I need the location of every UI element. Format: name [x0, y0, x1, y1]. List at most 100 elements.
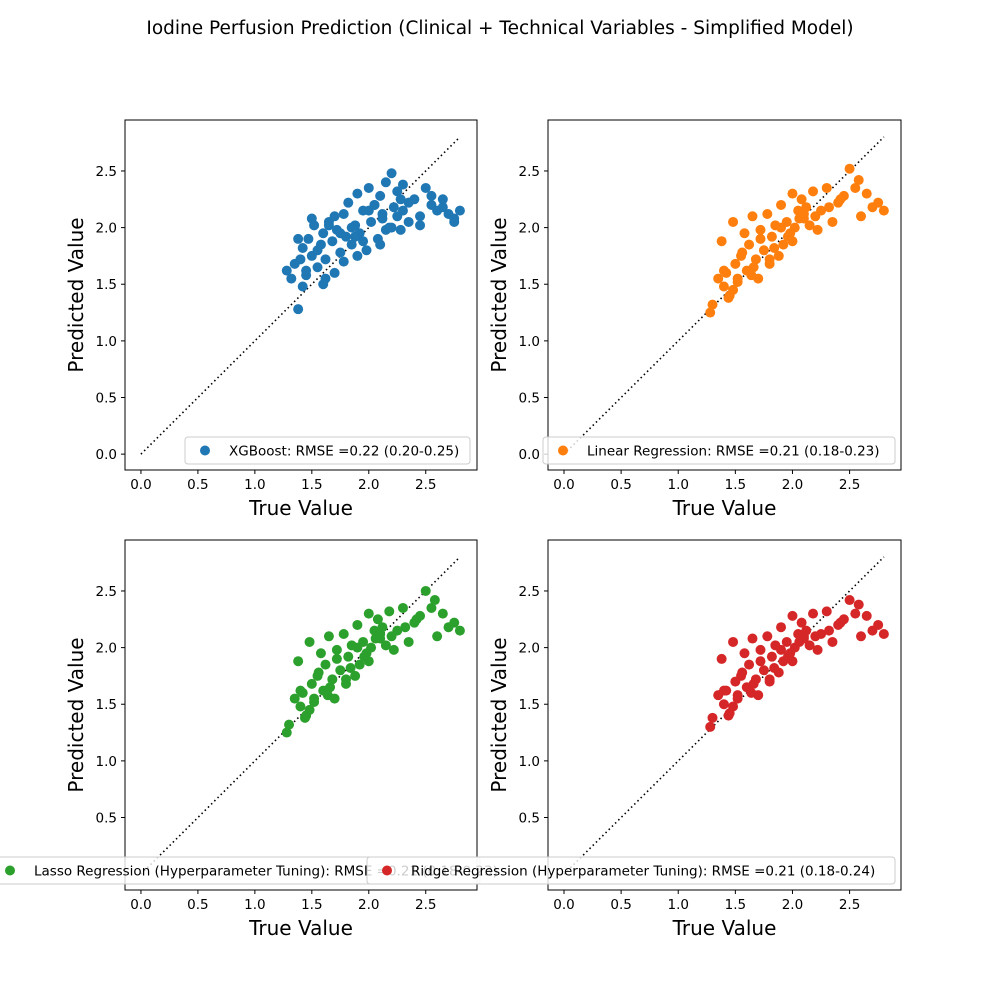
scatter-point [377, 213, 388, 224]
y-tick-label: 0.5 [519, 391, 540, 407]
scatter-point [454, 625, 465, 636]
y-tick-label: 0.5 [519, 811, 540, 827]
y-tick-label: 2.0 [96, 641, 117, 657]
scatter-point [744, 239, 755, 250]
scatter-point [359, 651, 370, 662]
scatter-point [776, 622, 787, 633]
scatter-point [449, 617, 460, 628]
scatter-point [746, 270, 757, 281]
scatter-point [325, 682, 336, 693]
scatter-point [804, 640, 815, 651]
y-tick-label: 1.5 [519, 697, 540, 713]
scatter-point [312, 245, 323, 256]
y-tick-label: 1.0 [96, 754, 117, 770]
y-axis-label: Predicted Value [487, 637, 511, 792]
scatter-point [861, 188, 872, 199]
subplot-1: 0.0 0.5 1.0 1.5 2.0 2.5 0.0 0.5 1.0 1.5 2.0 2.5 True… [64, 119, 478, 520]
scatter-point [728, 216, 739, 227]
scatter-point [331, 653, 342, 664]
scatter-point [827, 216, 838, 227]
scatter-point [352, 619, 363, 630]
scatter-point [358, 236, 369, 247]
subplot-3: 0.0 0.5 1.0 1.5 2.0 2.5 0.5 1.0 1.5 2.0 2.5 True Va… [64, 539, 478, 940]
legend-box [366, 856, 896, 885]
scatter-point [808, 186, 819, 197]
scatter-point [388, 202, 399, 213]
x-tick-label: 0.0 [553, 897, 574, 913]
scatter-point [329, 211, 340, 222]
scatter-point [420, 585, 431, 596]
scatter-point [320, 659, 331, 670]
scatter-point [794, 636, 805, 647]
scatter-point [781, 636, 792, 647]
x-tick-label: 2.0 [358, 897, 379, 913]
scatter-point [375, 190, 386, 201]
subplot-4: 0.0 0.5 1.0 1.5 2.0 2.5 0.5 1.0 1.5 2.0 2.5 True Va… [487, 539, 902, 940]
scatter-point [295, 685, 306, 696]
scatter-point [293, 304, 304, 315]
scatter-point [755, 233, 766, 244]
legend-marker [5, 865, 15, 876]
scatter-point [873, 619, 884, 630]
scatter-point [796, 194, 807, 205]
scatter-point [397, 179, 408, 190]
scatter-point [776, 199, 787, 210]
scatter-point [739, 228, 750, 239]
scatter-point [437, 202, 448, 213]
legend-marker [558, 445, 568, 456]
x-tick-label: 2.0 [782, 897, 803, 913]
x-tick-label: 0.0 [130, 477, 151, 493]
scatter-point [437, 608, 448, 619]
scatter-point [388, 644, 399, 655]
x-tick-label: 2.0 [782, 477, 803, 493]
scatter-point [335, 228, 346, 239]
scatter-point [716, 236, 727, 247]
scatter-point [415, 211, 426, 222]
scatter-point [748, 678, 759, 689]
scatter-point [737, 247, 748, 258]
scatter-point [850, 182, 861, 193]
scatter-point [303, 233, 314, 244]
scatter-point [718, 265, 729, 276]
scatter-point [301, 265, 312, 276]
scatter-point [432, 631, 443, 642]
scatter-point [723, 710, 734, 721]
scatter-point [281, 265, 292, 276]
scatter-point [821, 182, 832, 193]
scatter-point [824, 625, 835, 636]
scatter-point [397, 602, 408, 613]
scatter-point [776, 222, 787, 233]
y-tick-label: 1.0 [519, 334, 540, 350]
scatter-point [313, 667, 324, 678]
scatter-point [821, 606, 832, 617]
scatter-point [787, 610, 798, 621]
scatter-point [289, 693, 300, 704]
scatter-point [335, 665, 346, 676]
scatter-point [816, 629, 827, 640]
legend-label: Linear Regression: RMSE =0.21 (0.18-0.23… [587, 444, 880, 460]
scatter-point [352, 250, 363, 261]
scatter-point [392, 186, 403, 197]
scatter-point [392, 625, 403, 636]
scatter-point [764, 254, 775, 265]
scatter-point [437, 194, 448, 205]
x-axis-label: True Value [248, 916, 353, 940]
y-tick-label: 0.5 [96, 391, 117, 407]
legend-2: Linear Regression: RMSE =0.21 (0.18-0.23… [542, 436, 896, 465]
scatter-point [747, 211, 758, 222]
scatter-point [769, 242, 780, 253]
scatter-point [426, 602, 437, 613]
scatter-point [750, 254, 761, 265]
scatter-point [363, 608, 374, 619]
y-axis-label: Predicted Value [487, 217, 511, 372]
scatter-point [386, 168, 397, 179]
scatter-point [766, 231, 777, 242]
legend-marker [382, 865, 392, 876]
scatter-point [878, 205, 889, 216]
axes-frame [547, 119, 902, 471]
scatter-point [318, 279, 329, 290]
scatter-point [327, 674, 338, 685]
x-axis-label: True Value [672, 916, 777, 940]
subplot-2: 0.0 0.5 1.0 1.5 2.0 2.5 0.0 0.5 1.0 1.5 2.0 2.5 True… [487, 119, 902, 520]
